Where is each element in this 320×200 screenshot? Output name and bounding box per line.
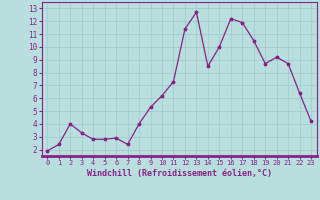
- X-axis label: Windchill (Refroidissement éolien,°C): Windchill (Refroidissement éolien,°C): [87, 169, 272, 178]
